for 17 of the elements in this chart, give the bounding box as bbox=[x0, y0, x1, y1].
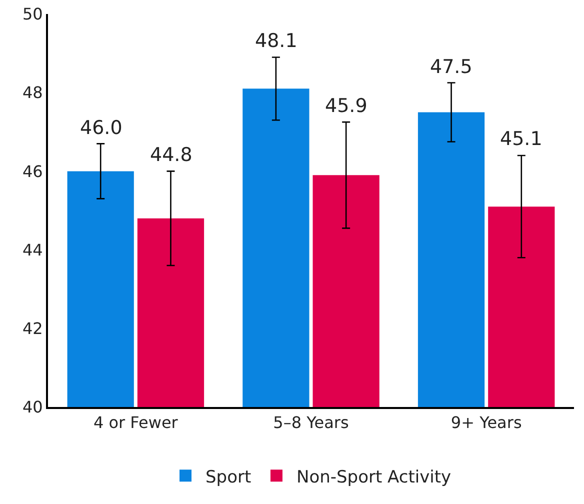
data-label: 48.1 bbox=[255, 30, 298, 52]
x-tick-label: 9+ Years bbox=[450, 413, 522, 432]
data-label: 45.9 bbox=[325, 95, 368, 117]
data-label: 45.1 bbox=[500, 128, 542, 150]
y-tick-label: 50 bbox=[22, 4, 43, 24]
y-tick-label: 42 bbox=[22, 319, 43, 338]
x-tick-label: 4 or Fewer bbox=[93, 413, 178, 432]
legend-label: Sport bbox=[206, 467, 252, 488]
data-label: 46.0 bbox=[80, 117, 122, 139]
y-tick-label: 48 bbox=[22, 83, 43, 102]
legend-label: Non-Sport Activity bbox=[296, 467, 452, 488]
data-label: 44.8 bbox=[150, 144, 192, 166]
y-tick-label: 40 bbox=[22, 398, 43, 417]
data-label: 47.5 bbox=[430, 56, 472, 78]
y-tick-label: 46 bbox=[22, 162, 43, 181]
y-tick-label: 44 bbox=[22, 240, 43, 260]
x-tick-label: 5–8 Years bbox=[273, 413, 349, 432]
